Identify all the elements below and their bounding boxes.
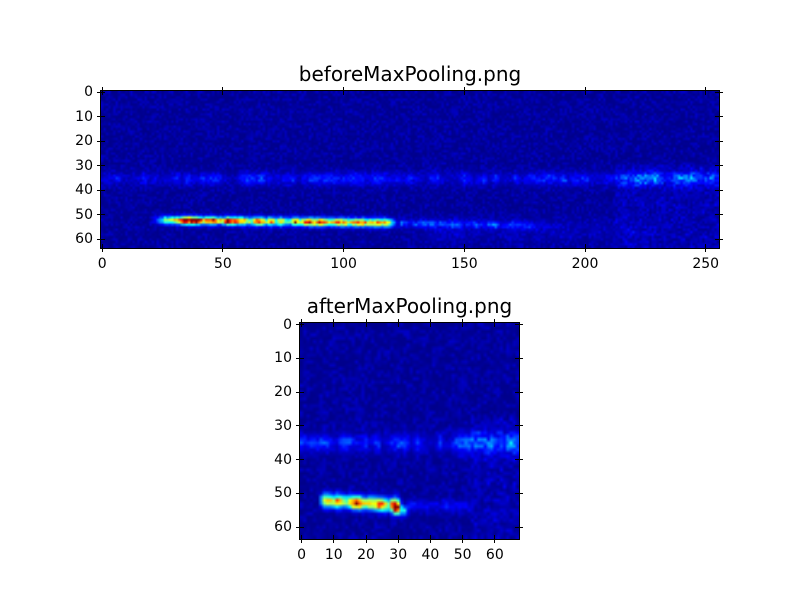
y-tick-mark [97,189,105,191]
x-tick-mark [584,244,586,252]
x-tick-label: 50 [453,547,472,563]
y-tick-mark [97,214,105,216]
x-tick-mark [365,319,367,327]
x-tick-label: 20 [357,547,375,563]
x-tick-mark [705,244,707,252]
y-tick-mark [515,425,523,427]
x-tick-mark [222,244,224,252]
y-tick-mark [515,459,523,461]
x-tick-label: 0 [297,547,307,563]
x-tick-label: 50 [213,256,232,272]
y-tick-mark [515,492,523,494]
x-tick-mark [494,535,496,543]
x-tick-mark [301,535,303,543]
y-tick-mark [715,214,723,216]
x-tick-mark [333,535,335,543]
y-tick-mark [97,238,105,240]
x-tick-label: 60 [485,547,504,563]
y-tick-mark [296,391,304,393]
x-tick-mark [494,319,496,327]
x-tick-mark [365,535,367,543]
x-tick-mark [343,244,345,252]
y-tick-label: 30 [75,157,93,174]
heatmap-canvas-before [101,91,719,248]
y-tick-label: 20 [75,133,93,150]
y-tick-mark [97,140,105,142]
x-tick-mark [101,87,103,95]
x-tick-mark [429,319,431,327]
x-tick-label: 100 [330,256,357,272]
y-tick-label: 0 [283,316,292,333]
x-tick-label: 200 [571,256,599,272]
y-tick-label: 40 [274,451,292,468]
x-tick-mark [462,535,464,543]
x-tick-label: 150 [450,256,478,272]
y-tick-mark [715,140,723,142]
y-tick-label: 10 [75,108,93,125]
heatmap-canvas-after [300,323,519,539]
y-tick-mark [296,425,304,427]
y-tick-label: 60 [274,519,292,536]
y-tick-label: 10 [274,350,292,367]
x-tick-mark [397,535,399,543]
y-tick-label: 20 [274,384,292,401]
y-tick-mark [515,391,523,393]
x-tick-mark [222,87,224,95]
y-tick-mark [296,324,304,326]
y-tick-mark [515,526,523,528]
x-tick-mark [397,319,399,327]
y-tick-mark [296,459,304,461]
plot-title-after: afterMaxPooling.png [306,294,513,318]
y-tick-mark [715,91,723,93]
x-tick-mark [101,244,103,252]
y-tick-label: 0 [84,84,93,101]
axes-before-maxpooling: beforeMaxPooling.png 0 50 100 150 200 250 0 10 2… [75,63,723,272]
y-tick-mark [715,238,723,240]
x-tick-mark [429,535,431,543]
x-tick-label: 40 [421,547,440,563]
y-tick-mark [97,116,105,118]
y-tick-mark [515,324,523,326]
y-tick-mark [515,357,523,359]
y-tick-label: 30 [274,417,292,434]
x-tick-mark [584,87,586,95]
y-tick-mark [715,165,723,167]
y-tick-mark [296,492,304,494]
y-tick-mark [97,91,105,93]
x-tick-label: 250 [692,256,720,272]
x-tick-mark [462,319,464,327]
y-tick-label: 60 [75,231,93,248]
plot-title-before: beforeMaxPooling.png [298,62,522,86]
y-tick-mark [715,116,723,118]
x-tick-label: 10 [324,547,343,563]
y-tick-mark [715,189,723,191]
x-tick-mark [463,244,465,252]
y-tick-label: 50 [75,206,93,223]
y-tick-mark [296,357,304,359]
y-tick-label: 40 [75,182,93,199]
x-tick-mark [343,87,345,95]
y-tick-mark [97,165,105,167]
x-tick-label: 30 [389,547,408,563]
y-tick-mark [296,526,304,528]
x-tick-mark [463,87,465,95]
x-tick-label: 0 [97,256,107,272]
y-tick-label: 50 [274,485,292,502]
axes-after-maxpooling: afterMaxPooling.png 0 10 20 30 40 50 60 0 10 20 30… [274,295,523,563]
x-tick-mark [301,319,303,327]
x-tick-mark [333,319,335,327]
x-tick-mark [705,87,707,95]
